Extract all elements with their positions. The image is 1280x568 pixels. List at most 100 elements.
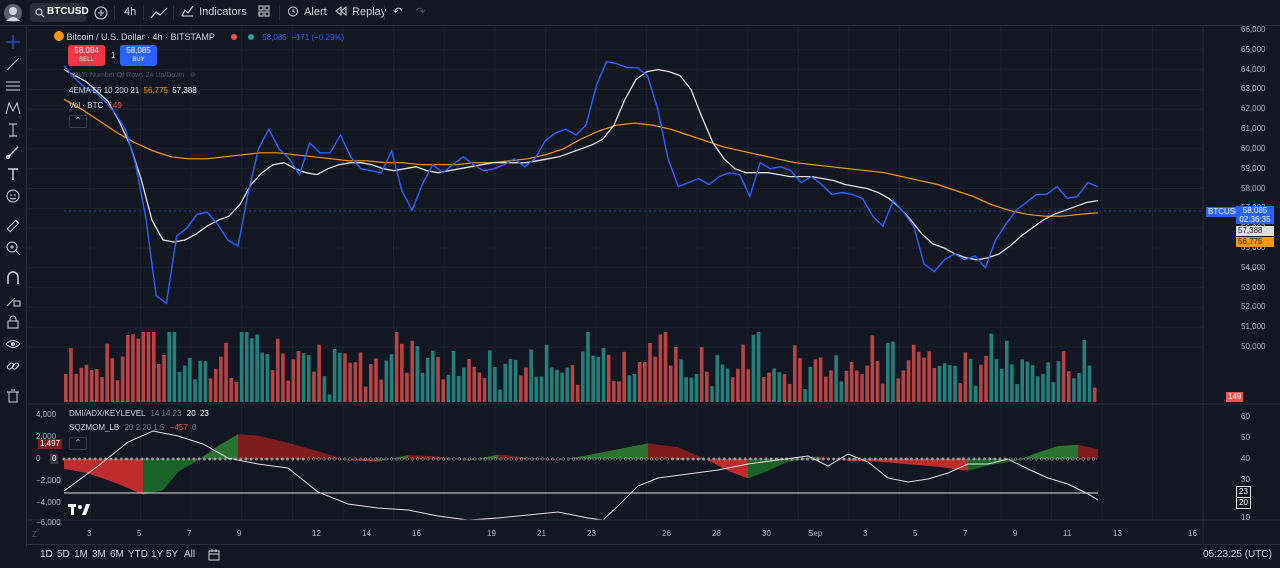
utc-clock[interactable]: 05:23:25 (UTC): [1203, 549, 1272, 560]
range-button-1y[interactable]: 1Y: [151, 549, 164, 560]
symbol-search-button[interactable]: BTCUSD: [30, 3, 89, 22]
range-button-all[interactable]: All: [184, 549, 196, 560]
squeeze-dot: [171, 457, 175, 461]
momentum-segment: [238, 434, 258, 459]
momentum-segment: [908, 459, 938, 467]
ruler-icon[interactable]: [5, 218, 21, 234]
layouts-button[interactable]: [258, 3, 270, 22]
symbol-label: BTCUSD: [47, 6, 89, 17]
interval-button[interactable]: 4h: [124, 6, 137, 18]
go-to-date-button[interactable]: [208, 549, 220, 564]
indicators-button[interactable]: Indicators ⌄: [181, 3, 263, 22]
momentum-segment: [163, 459, 178, 491]
range-button-5y[interactable]: 5Y: [166, 549, 179, 560]
volume-bar: [834, 355, 838, 402]
alert-button[interactable]: Alert: [287, 3, 327, 22]
pattern-icon[interactable]: [5, 100, 21, 116]
squeeze-dot: [109, 457, 113, 461]
squeeze-dot: [400, 457, 404, 461]
volume-bar: [208, 378, 213, 402]
range-button-1d[interactable]: 1D: [40, 549, 53, 560]
trash-icon[interactable]: [5, 388, 21, 404]
collapse-legend-button[interactable]: ⌃: [69, 115, 87, 128]
volume-bar: [203, 361, 208, 402]
lock-drawing-icon[interactable]: [5, 292, 21, 308]
volume-bar: [369, 364, 373, 402]
volume-bar: [275, 338, 280, 402]
sqzmom-value-1: −457: [169, 423, 188, 432]
volume-bar: [772, 368, 776, 402]
timezone-settings-icon[interactable]: Z: [32, 530, 37, 539]
symbol-legend: Bitcoin / U.S. Dollar · 4h · BITSTAMP 58…: [54, 31, 344, 42]
price-chart-svg[interactable]: [28, 26, 1280, 546]
volume-bar: [250, 338, 254, 402]
volume-bar: [705, 371, 709, 402]
range-button-1m[interactable]: 1M: [74, 549, 88, 560]
undo-button[interactable]: ↶: [393, 3, 402, 22]
momentum-segment: [678, 447, 708, 461]
eye-icon[interactable]: [5, 336, 21, 352]
range-button-3m[interactable]: 3M: [92, 549, 106, 560]
volume-bar: [415, 346, 420, 402]
buy-button[interactable]: 58,085 BUY: [120, 45, 157, 66]
sell-button[interactable]: 58,084 SELL: [68, 45, 105, 66]
chart-type-button[interactable]: [150, 3, 168, 22]
range-button-6m[interactable]: 6M: [110, 549, 124, 560]
emoji-icon[interactable]: [5, 188, 21, 204]
replay-label: Replay: [352, 6, 387, 18]
squeeze-dot: [660, 457, 664, 461]
link-icon[interactable]: [5, 358, 21, 374]
market-status-icon: [231, 34, 238, 40]
volume-value: 149: [108, 101, 122, 110]
sqzmom-params: 20 2 20 1.5: [124, 423, 165, 432]
momentum-segment: [1038, 446, 1058, 459]
volume-bar: [896, 378, 900, 402]
volume-bar: [291, 359, 296, 402]
price-axis-label: 55,000: [1241, 242, 1266, 252]
measure-text-icon[interactable]: [5, 122, 21, 138]
volume-bar: [973, 385, 978, 402]
range-button-ytd[interactable]: YTD: [128, 549, 148, 560]
trend-line-icon[interactable]: [5, 56, 21, 72]
volume-bar: [353, 362, 358, 402]
volume-bar: [188, 357, 192, 402]
volume-bar: [725, 368, 730, 402]
ema-legend: 4EMA 55 10 200 21 56,775 57,388: [69, 86, 197, 95]
redo-button[interactable]: ↷: [416, 3, 425, 22]
range-button-5d[interactable]: 5D: [57, 549, 70, 560]
grid-icon: [258, 5, 270, 17]
magnet-icon[interactable]: [5, 270, 21, 286]
volume-bar: [787, 383, 792, 402]
drawing-toolbar: [0, 26, 27, 546]
brush-icon[interactable]: [5, 144, 21, 160]
volume-bar: [648, 343, 652, 402]
user-avatar[interactable]: [4, 4, 22, 22]
collapse-indicator-legend-button[interactable]: ⌃: [69, 437, 87, 450]
horizontal-lines-icon[interactable]: [5, 78, 21, 94]
volume-bar: [963, 352, 968, 402]
chart-area[interactable]: Bitcoin / U.S. Dollar · 4h · BITSTAMP 58…: [28, 25, 1280, 546]
volume-bar: [751, 334, 756, 402]
compare-add-button[interactable]: [94, 3, 108, 22]
squeeze-dot: [1045, 457, 1049, 461]
volume-bar: [756, 332, 761, 402]
momentum-segment: [408, 455, 438, 459]
symbol-axis-tag: BTCUSD: [1206, 207, 1243, 217]
eye-off-icon[interactable]: ⊘: [190, 72, 196, 79]
crosshair-icon[interactable]: [5, 34, 21, 50]
squeeze-dot: [119, 457, 123, 461]
volume-bar: [136, 338, 140, 402]
squeeze-dot: [1076, 457, 1080, 461]
last-price-value: 58,085: [262, 33, 287, 42]
text-icon[interactable]: [5, 166, 21, 182]
volume-bar: [1004, 340, 1009, 402]
squeeze-dot: [748, 457, 752, 461]
volume-bar: [637, 361, 642, 402]
zoom-in-icon[interactable]: [5, 240, 21, 256]
volume-bar: [694, 374, 699, 402]
lock-icon[interactable]: [5, 314, 21, 330]
replay-button[interactable]: Replay: [335, 3, 386, 22]
squeeze-dot: [577, 457, 581, 461]
indicator-left-axis-label: −6,000: [36, 518, 61, 527]
volume-bar: [1010, 364, 1014, 402]
